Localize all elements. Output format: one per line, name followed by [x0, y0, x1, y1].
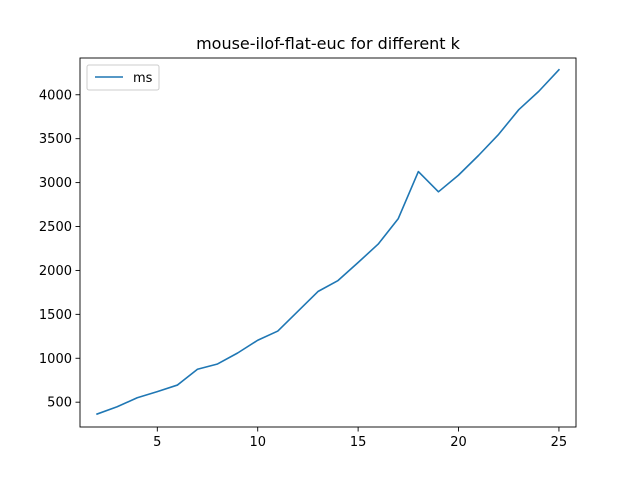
y-axis: 500 1000 1500 2000 2500 3000 3500 4000: [39, 88, 80, 411]
y-tick-label: 1000: [39, 352, 72, 367]
y-tick-label: 2500: [39, 220, 72, 235]
legend-label: ms: [133, 71, 153, 86]
legend: ms: [86, 64, 160, 91]
x-tick-label: 25: [551, 435, 568, 450]
x-axis: 5 10 15 20 25: [153, 427, 567, 450]
plot-area: [79, 57, 577, 428]
y-tick-label: 3000: [39, 176, 72, 191]
y-tick-label: 2000: [39, 264, 72, 279]
x-tick-label: 15: [350, 435, 367, 450]
x-tick-label: 10: [249, 435, 266, 450]
y-tick-label: 500: [47, 396, 72, 411]
y-tick-label: 4000: [39, 88, 72, 103]
series-line-ms: [96, 68, 561, 416]
chart-title: mouse-ilof-flat-euc for different k: [196, 34, 461, 53]
y-tick-label: 3500: [39, 132, 72, 147]
axes-frame: [79, 57, 577, 428]
x-tick-label: 20: [450, 435, 467, 450]
y-tick-label: 1500: [39, 308, 72, 323]
x-tick-label: 5: [153, 435, 161, 450]
